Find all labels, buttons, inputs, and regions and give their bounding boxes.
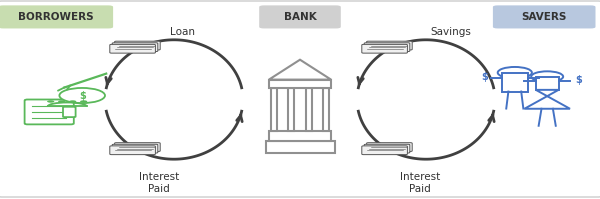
Text: Interest
Paid: Interest Paid xyxy=(139,172,179,194)
FancyBboxPatch shape xyxy=(259,5,341,28)
FancyBboxPatch shape xyxy=(367,41,412,50)
Text: BORROWERS: BORROWERS xyxy=(18,12,94,22)
FancyBboxPatch shape xyxy=(362,44,407,53)
FancyBboxPatch shape xyxy=(115,41,160,50)
FancyBboxPatch shape xyxy=(0,5,113,28)
Bar xyxy=(536,77,559,90)
Polygon shape xyxy=(524,90,570,109)
FancyBboxPatch shape xyxy=(112,43,158,52)
Circle shape xyxy=(531,71,563,82)
Bar xyxy=(269,131,331,141)
FancyBboxPatch shape xyxy=(362,146,407,155)
Text: $: $ xyxy=(79,91,86,100)
Text: $: $ xyxy=(482,72,488,82)
Circle shape xyxy=(59,88,105,103)
FancyBboxPatch shape xyxy=(115,143,160,151)
FancyBboxPatch shape xyxy=(364,43,410,52)
FancyBboxPatch shape xyxy=(112,144,158,153)
FancyBboxPatch shape xyxy=(364,144,410,153)
Text: SAVERS: SAVERS xyxy=(521,12,567,22)
Polygon shape xyxy=(269,60,331,80)
FancyBboxPatch shape xyxy=(25,100,74,124)
Circle shape xyxy=(58,100,65,103)
Circle shape xyxy=(69,100,76,103)
FancyBboxPatch shape xyxy=(63,107,76,117)
Bar xyxy=(271,88,277,131)
Circle shape xyxy=(497,67,532,78)
Text: BANK: BANK xyxy=(284,12,316,22)
Bar xyxy=(323,88,329,131)
Circle shape xyxy=(47,100,55,103)
Bar xyxy=(306,88,312,131)
Circle shape xyxy=(80,100,88,103)
Text: Interest
Paid: Interest Paid xyxy=(400,172,440,194)
Text: Savings: Savings xyxy=(430,27,471,37)
Bar xyxy=(265,141,335,153)
Bar xyxy=(502,73,527,92)
FancyBboxPatch shape xyxy=(110,44,155,53)
Bar xyxy=(288,88,294,131)
Bar xyxy=(269,80,331,88)
Text: Loan: Loan xyxy=(170,27,195,37)
FancyBboxPatch shape xyxy=(110,146,155,155)
FancyBboxPatch shape xyxy=(367,143,412,151)
FancyBboxPatch shape xyxy=(493,5,595,28)
Text: $: $ xyxy=(575,75,582,85)
